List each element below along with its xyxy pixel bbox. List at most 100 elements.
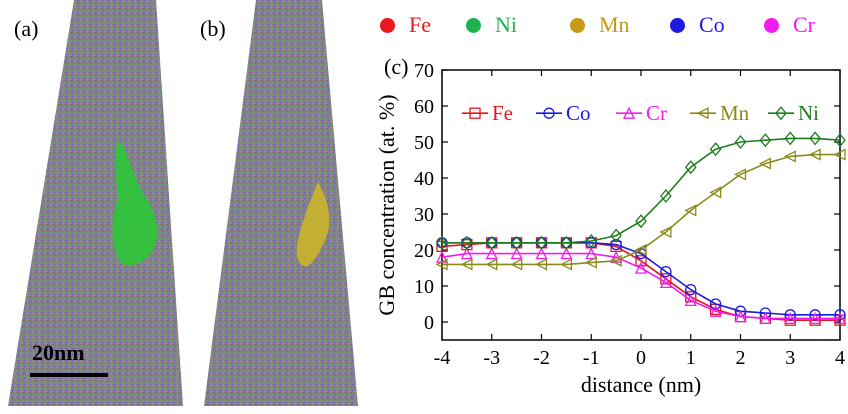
data-point-cr bbox=[684, 293, 697, 307]
data-point-ni bbox=[635, 214, 647, 229]
legend-marker-cr bbox=[622, 106, 636, 119]
data-point-ni bbox=[510, 235, 523, 250]
element-legend: Fe Ni Mn Co Cr bbox=[370, 8, 848, 48]
legend-label-mn: Mn bbox=[720, 101, 750, 125]
data-point-cr bbox=[759, 311, 772, 325]
data-point-ni bbox=[560, 235, 573, 250]
x-tick-label: -1 bbox=[583, 347, 600, 369]
legend-dot bbox=[570, 17, 585, 33]
legend-dot bbox=[380, 17, 395, 33]
y-tick-label: 30 bbox=[414, 204, 434, 226]
y-tick-label: 60 bbox=[414, 96, 434, 118]
scale-bar-label: 20nm bbox=[32, 340, 85, 365]
legend-label-co: Co bbox=[566, 101, 591, 125]
legend-label: Co bbox=[699, 12, 725, 37]
data-point-mn bbox=[559, 258, 573, 271]
data-point-mn bbox=[460, 258, 473, 271]
legend-marker-fe bbox=[469, 107, 481, 119]
data-point-cr bbox=[833, 311, 847, 325]
legend-marker-ni bbox=[775, 106, 787, 121]
y-tick-label: 70 bbox=[414, 60, 434, 82]
data-point-ni bbox=[585, 233, 598, 249]
mn-rich-grain-boundary bbox=[296, 182, 330, 267]
data-point-mn bbox=[783, 150, 796, 163]
legend-label: Mn bbox=[599, 12, 630, 37]
data-point-mn bbox=[510, 258, 523, 271]
data-point-co bbox=[709, 298, 722, 310]
data-point-cr bbox=[560, 247, 573, 260]
y-tick-label: 40 bbox=[414, 168, 434, 190]
data-point-mn bbox=[485, 258, 498, 271]
data-point-mn bbox=[833, 148, 846, 161]
data-point-fe bbox=[635, 255, 647, 267]
concentration-profile-chart: 0 10 20 30 40 50 60 70 -4 -3 -2 -1 0 1 2 3 4 distance (nm… bbox=[370, 52, 848, 409]
data-point-co bbox=[834, 309, 846, 321]
x-axis-label: distance (nm) bbox=[581, 372, 701, 397]
data-point-cr bbox=[809, 311, 822, 325]
data-point-co bbox=[610, 238, 622, 251]
data-point-ni bbox=[759, 133, 772, 148]
element-legend-item: Co bbox=[670, 12, 725, 38]
y-axis-label: GB concentration (at. %) bbox=[374, 94, 399, 315]
element-legend-item: Mn bbox=[570, 12, 630, 38]
data-point-ni bbox=[784, 131, 797, 146]
legend-dot bbox=[670, 17, 685, 33]
data-point-mn bbox=[535, 258, 548, 271]
legend-marker-mn bbox=[696, 107, 709, 120]
data-point-co bbox=[809, 309, 821, 321]
tip-body bbox=[8, 0, 183, 406]
data-point-cr bbox=[709, 304, 722, 317]
data-point-ni bbox=[809, 131, 821, 146]
data-point-mn bbox=[684, 204, 697, 217]
data-point-mn bbox=[709, 186, 722, 199]
data-point-cr bbox=[634, 261, 648, 274]
legend-label: Cr bbox=[793, 12, 815, 37]
legend-label: Fe bbox=[409, 12, 431, 37]
tip-body bbox=[204, 0, 358, 406]
x-tick-label: 0 bbox=[636, 347, 646, 369]
x-tick-label: 2 bbox=[736, 347, 746, 369]
legend-label: Ni bbox=[495, 12, 517, 37]
data-point-cr bbox=[510, 247, 523, 260]
y-tick-label: 10 bbox=[414, 276, 434, 298]
legend-dot bbox=[764, 17, 779, 33]
data-point-ni bbox=[660, 188, 672, 204]
legend-label-ni: Ni bbox=[798, 101, 819, 125]
y-tick-label: 20 bbox=[414, 240, 434, 262]
legend-marker-co bbox=[543, 107, 555, 119]
data-point-cr bbox=[485, 247, 498, 260]
x-tick-label: -3 bbox=[483, 347, 500, 369]
series-line-mn bbox=[442, 153, 840, 266]
data-point-co bbox=[784, 309, 796, 321]
data-point-ni bbox=[684, 160, 697, 175]
data-point-ni bbox=[485, 235, 498, 250]
apt-tip-a bbox=[0, 0, 190, 414]
scale-bar bbox=[30, 373, 108, 377]
element-legend-item: Cr bbox=[764, 12, 815, 38]
data-point-ni bbox=[461, 235, 473, 250]
x-tick-label: -2 bbox=[533, 347, 550, 369]
x-tick-label: 1 bbox=[686, 347, 696, 369]
data-point-cr bbox=[585, 247, 598, 260]
apt-tip-b bbox=[190, 0, 370, 414]
data-point-cr bbox=[535, 247, 548, 260]
x-tick-label: 4 bbox=[835, 347, 845, 369]
data-point-cr bbox=[734, 310, 747, 323]
data-point-ni bbox=[709, 142, 722, 157]
data-point-mn bbox=[634, 243, 647, 257]
panel-label-c: (c) bbox=[384, 54, 408, 79]
y-tick-label: 50 bbox=[414, 132, 434, 154]
y-tick-label: 0 bbox=[424, 312, 434, 334]
series-line-ni bbox=[442, 137, 841, 244]
legend-dot bbox=[466, 17, 481, 33]
element-legend-item: Fe bbox=[380, 12, 431, 38]
data-point-mn bbox=[584, 256, 597, 269]
data-point-ni bbox=[834, 133, 846, 148]
x-tick-label: -4 bbox=[434, 347, 451, 369]
data-point-cr bbox=[784, 311, 797, 325]
x-tick-label: 3 bbox=[785, 347, 795, 369]
data-point-ni bbox=[436, 235, 448, 250]
data-point-cr bbox=[659, 275, 672, 289]
panel-label-b: (b) bbox=[200, 16, 226, 41]
legend-label-fe: Fe bbox=[492, 101, 513, 125]
